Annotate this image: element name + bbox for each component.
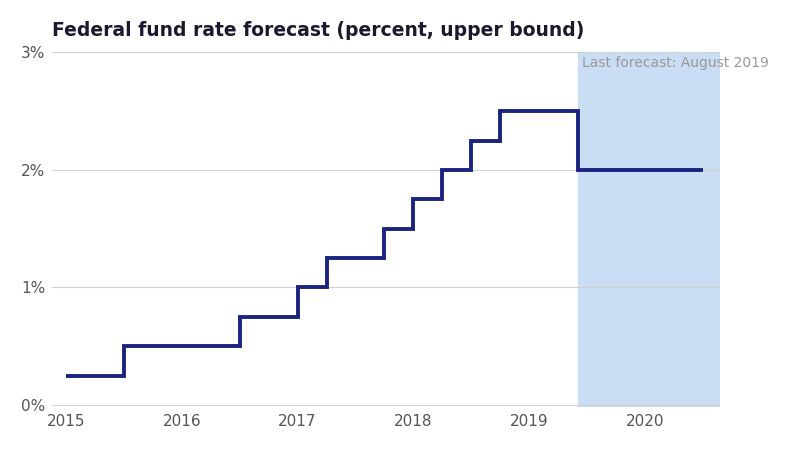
Text: Federal fund rate forecast (percent, upper bound): Federal fund rate forecast (percent, upp… — [52, 21, 585, 40]
Bar — [578, 53, 800, 407]
Text: Last forecast: August 2019: Last forecast: August 2019 — [582, 56, 770, 70]
